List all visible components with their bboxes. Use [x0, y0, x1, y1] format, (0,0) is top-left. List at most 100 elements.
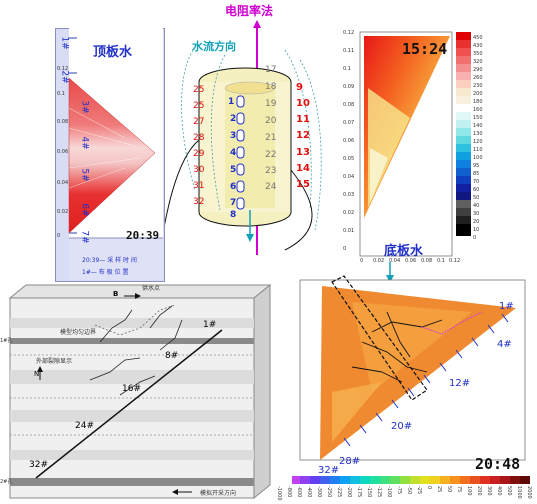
tri-cb-label: -200 — [346, 486, 352, 498]
top-panel-label: 顶板水 — [93, 45, 133, 60]
cyl-right-num: 15 — [296, 179, 310, 190]
cyl-right-num: 12 — [296, 130, 310, 141]
right-cb-label: 100 — [473, 155, 483, 161]
top-y-tick: 0.02 — [57, 209, 69, 215]
hole-mark-1: 1#孔 — [0, 338, 13, 344]
right-colorbar — [456, 32, 471, 236]
right-y-tick: 0.09 — [343, 84, 355, 90]
cyl-left-num: 27 — [193, 117, 205, 127]
right-cb-label: 0 — [473, 235, 477, 241]
north-label: N — [34, 370, 40, 378]
top-panel-time: 20:39 — [126, 229, 160, 242]
cyl-right-num: 13 — [296, 147, 310, 158]
cyl-inner-7: 7 — [230, 198, 237, 208]
ring-label-4: 4# — [79, 136, 90, 150]
right-cb-label: 30 — [473, 211, 480, 217]
bottom-arrow — [386, 262, 394, 283]
top-y-tick: 0.08 — [57, 119, 69, 125]
cyl-inner-6: 6 — [230, 182, 237, 192]
ring-label-7: 7# — [79, 230, 90, 244]
cyl-back-num: 24 — [265, 182, 277, 192]
tri-cb-label: 300 — [486, 486, 492, 496]
top-legend-ring: 1#— 布 极 位 置 — [82, 269, 129, 276]
cyl-right-num: 11 — [296, 114, 310, 125]
top-y-tick: 0.06 — [57, 149, 69, 155]
tri-cb-label: 100 — [466, 486, 472, 496]
tri-cb-label: -800 — [286, 486, 292, 498]
right-cb-label: 20 — [473, 219, 480, 225]
tri-cb-label: 200 — [476, 486, 482, 496]
cyl-left-num: 25 — [193, 101, 205, 111]
tri-hole-32: 32# — [318, 465, 340, 476]
tri-cb-label: -400 — [306, 486, 312, 498]
tri-cb-label: 1000 — [516, 486, 522, 499]
tri-cb-label: -1000 — [276, 486, 282, 501]
cyl-back-num: 20 — [265, 116, 277, 126]
tri-hole-28: 28# — [339, 456, 361, 467]
cyl-inner-4: 4 — [230, 148, 237, 158]
top-y-tick: 0 — [57, 233, 61, 239]
cyl-right-num: 10 — [296, 98, 310, 109]
model-b-label: B — [113, 290, 119, 298]
right-y-tick: 0.12 — [343, 30, 355, 36]
tri-cb-label: -225 — [336, 486, 342, 498]
cyl-back-num: 18 — [265, 82, 277, 92]
tri-cb-label: -250 — [326, 486, 332, 498]
right-x-tick: 0.1 — [437, 258, 445, 264]
top-y-tick: 0.04 — [57, 180, 69, 186]
cyl-back-num: 23 — [265, 166, 277, 176]
cyl-left-num: 32 — [193, 197, 205, 207]
tri-cb-label: -600 — [296, 486, 302, 498]
cyl-inner-2: 2 — [230, 114, 237, 124]
ring-label-3: 3# — [79, 100, 90, 114]
right-cb-label: 130 — [473, 131, 483, 137]
bottom-plate-label: 底板水 — [384, 244, 424, 259]
cyl-back-num: 17 — [265, 65, 277, 75]
tri-cb-label: 2000 — [526, 486, 532, 499]
cyl-right-num: 9 — [296, 82, 303, 93]
cyl-left-num: 25 — [193, 85, 205, 95]
right-y-tick: 0.1 — [343, 66, 351, 72]
ring-label-6: 6# — [79, 203, 90, 217]
cyl-inner-3: 3 — [230, 131, 237, 141]
right-cb-label: 50 — [473, 195, 480, 201]
ring-label-1: 1# — [59, 36, 70, 50]
right-y-tick: 0.02 — [343, 210, 355, 216]
right-y-tick: 0.03 — [343, 192, 355, 198]
cyl-left-num: 29 — [193, 149, 205, 159]
cyl-back-num: 22 — [265, 150, 277, 160]
right-x-tick: 0 — [360, 258, 364, 264]
model-diagram — [8, 283, 272, 500]
right-cb-label: 95 — [473, 163, 480, 169]
cyl-back-num: 21 — [265, 133, 277, 143]
tri-cb-label: -75 — [396, 486, 402, 495]
top-legend-time: 20:39— 采 样 时 间 — [82, 257, 137, 264]
right-cb-label: 200 — [473, 91, 483, 97]
right-cb-label: 180 — [473, 99, 483, 105]
page-title: 电阻率法 — [225, 4, 274, 18]
right-cb-label: 350 — [473, 51, 483, 57]
cyl-inner-1: 1 — [228, 97, 235, 107]
right-cb-label: 60 — [473, 187, 480, 193]
tri-cb-label: 400 — [496, 486, 502, 496]
right-cb-label: 85 — [473, 171, 480, 177]
supply-point-label: 供水点 — [142, 285, 161, 292]
tri-hole-1: 1# — [499, 301, 514, 312]
right-cb-label: 140 — [473, 123, 483, 129]
right-y-tick: 0.05 — [343, 156, 355, 162]
fracture-label: 外部裂隙显示 — [36, 358, 73, 365]
triangle-plot — [292, 275, 530, 484]
right-y-tick: 0.08 — [343, 102, 355, 108]
tri-cb-label: -50 — [406, 486, 412, 495]
cyl-left-num: 28 — [193, 133, 205, 143]
tri-cb-label: -100 — [386, 486, 392, 498]
top-y-tick: 0.1 — [57, 91, 65, 97]
tri-cb-label: 50 — [446, 486, 452, 493]
right-panel-time: 15:24 — [402, 40, 448, 58]
tri-cb-label: -300 — [316, 486, 322, 498]
right-cb-label: 260 — [473, 75, 483, 81]
right-cb-label: 430 — [473, 43, 483, 49]
right-cb-label: 230 — [473, 83, 483, 89]
right-y-tick: 0.06 — [343, 138, 355, 144]
flow-direction-label: 水流方向 — [192, 40, 236, 53]
